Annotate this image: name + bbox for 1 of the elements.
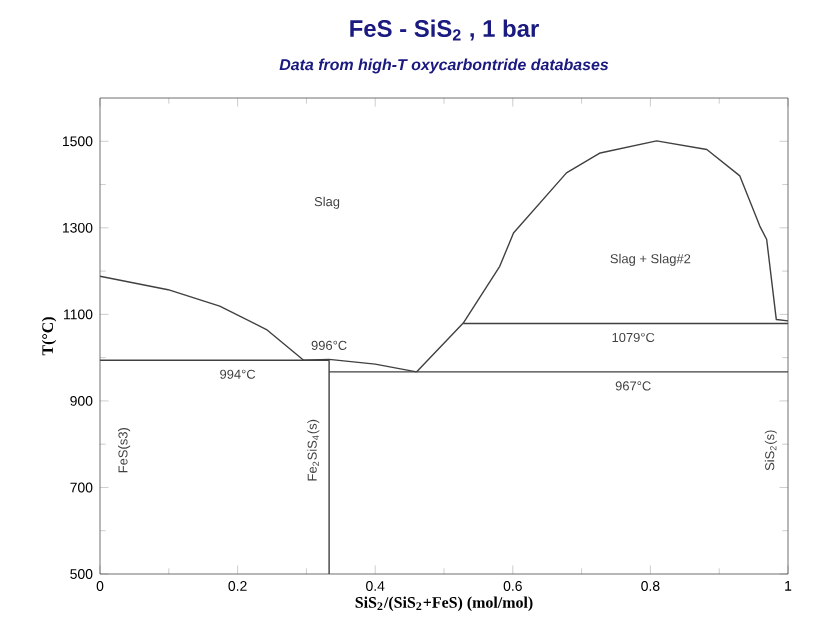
chart-title: FeS - SiS$_{2}$ , 1 bar — [350, 19, 539, 41]
